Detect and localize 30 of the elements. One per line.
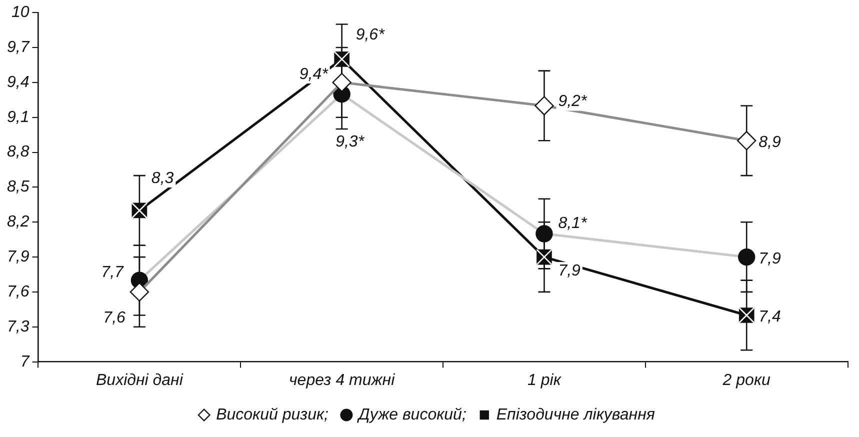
y-tick-label: 7,3 [6, 318, 30, 336]
data-label: 8,1* [558, 215, 588, 232]
y-tick-label: 9,4 [6, 74, 30, 91]
y-tick-label: 8,5 [6, 178, 30, 196]
legend-label: Епізодичне лікування [496, 406, 656, 424]
y-tick-label: 7,6 [6, 283, 30, 300]
x-tick-label: 2 роки [722, 372, 771, 389]
data-label: 7,4 [758, 308, 781, 326]
legend-label: Дуже високий; [356, 406, 466, 424]
data-label: 7,6 [103, 309, 126, 326]
data-label: 7,7 [101, 264, 125, 281]
y-tick-label: 8,2 [6, 214, 30, 231]
y-tick-label: 8,8 [6, 144, 30, 161]
y-tick-label: 10 [11, 4, 30, 22]
data-label: 8,3 [151, 170, 174, 187]
y-tick-label: 9,7 [6, 38, 30, 56]
data-label: 9,2* [558, 93, 588, 110]
x-tick-label: 1 рік [528, 372, 562, 389]
y-tick-label: 7,9 [6, 248, 30, 266]
data-label: 9,6* [356, 26, 386, 44]
legend-label: Високий ризик; [216, 406, 328, 424]
data-label: 8,9 [758, 134, 781, 152]
x-tick-label: через 4 тижні [289, 372, 396, 389]
x-tick-label: Вихідні дані [96, 372, 184, 389]
y-tick-label: 7 [20, 353, 30, 370]
data-label: 9,3* [336, 134, 365, 151]
y-tick-label: 9,1 [6, 108, 30, 126]
data-label: 7,9 [558, 262, 581, 280]
data-label: 7,9 [758, 250, 781, 268]
data-label: 9,4* [299, 66, 329, 83]
